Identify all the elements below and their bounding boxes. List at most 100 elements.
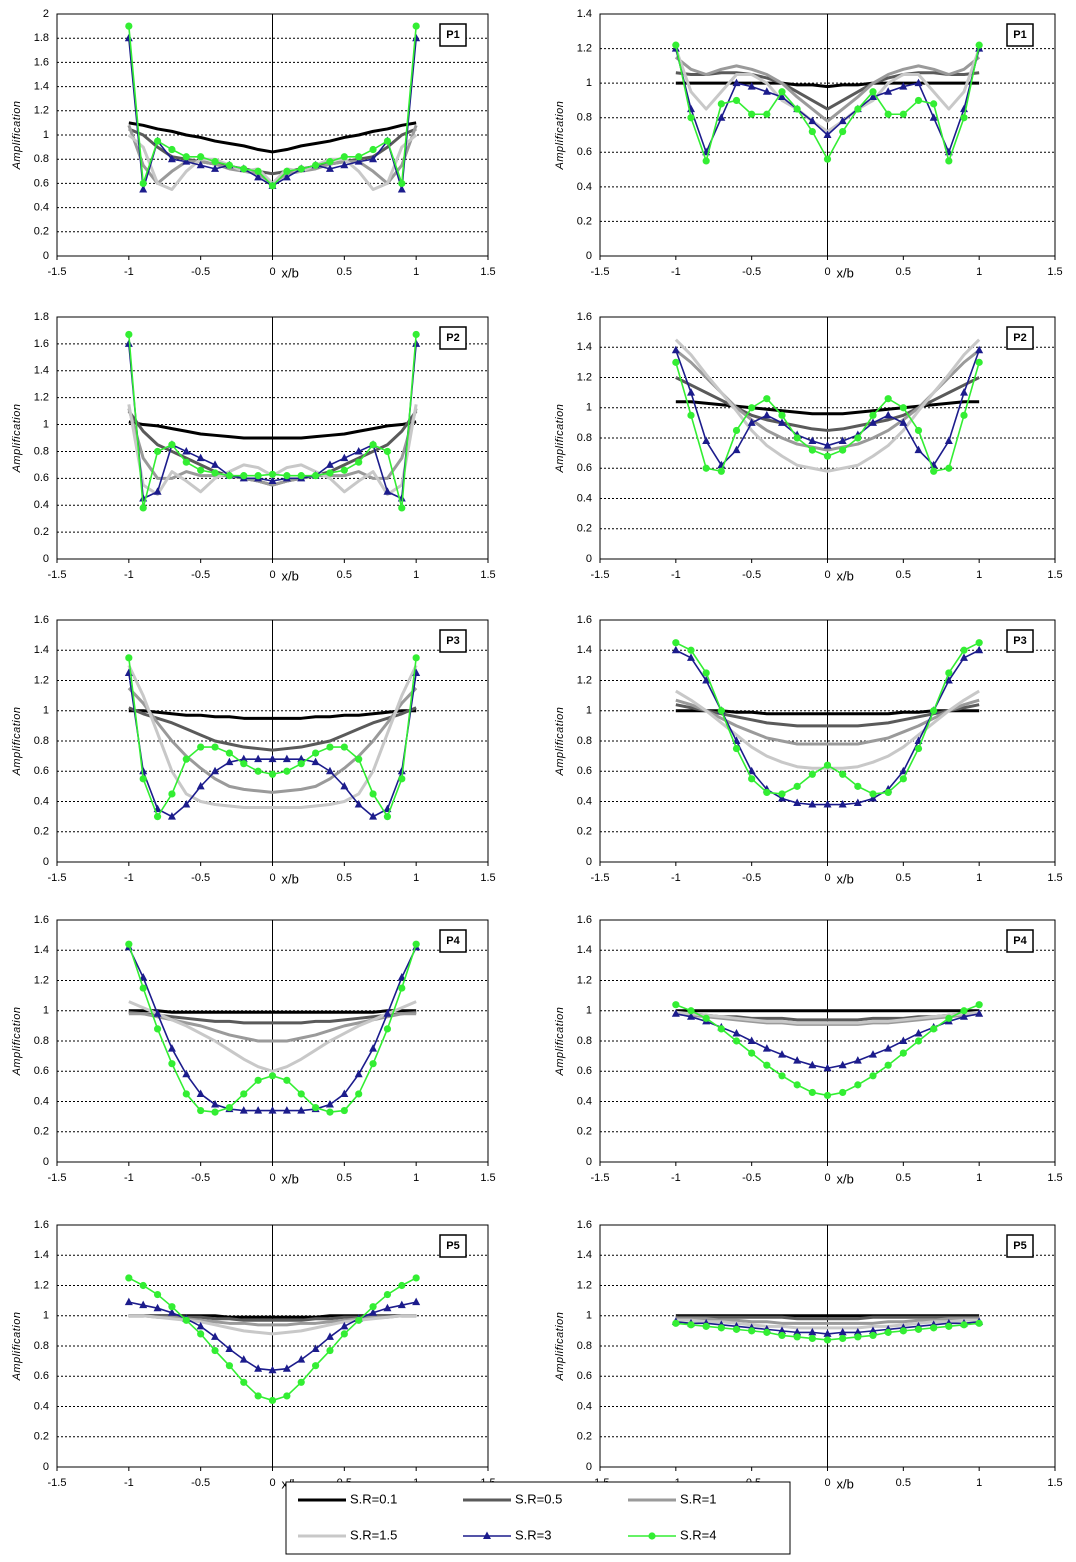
x-tick-label: -0.5: [742, 266, 761, 278]
panel-label-box: [439, 326, 467, 350]
marker-triangle: [325, 460, 334, 468]
y-tick-label: 1: [43, 418, 49, 430]
marker-triangle: [823, 1329, 832, 1337]
y-tick-label: 0.6: [34, 765, 49, 777]
marker-triangle: [778, 92, 786, 100]
frame: [56, 619, 489, 863]
marker-circle: [702, 669, 710, 677]
series-line: [127, 687, 418, 794]
y-tick-label: 0.4: [34, 202, 49, 214]
marker-triangle: [778, 1326, 786, 1334]
marker-triangle: [778, 793, 786, 802]
marker-triangle: [325, 164, 334, 172]
y-tick-label: 1.6: [577, 614, 592, 626]
y-axis-label: Amplification: [11, 404, 23, 474]
marker-circle: [702, 157, 710, 165]
marker-triangle: [239, 754, 248, 763]
marker-triangle: [869, 1050, 877, 1058]
y-tick-label: 1.6: [577, 1219, 592, 1231]
marker-circle: [930, 1025, 938, 1033]
y-tick-label: 0.2: [34, 226, 49, 238]
marker-circle: [312, 1362, 320, 1370]
marker-circle: [869, 1331, 877, 1340]
marker-circle: [340, 1330, 348, 1338]
marker-triangle: [254, 172, 263, 181]
x-tick-label: 1.5: [480, 1172, 495, 1184]
marker-circle: [884, 110, 892, 118]
panel: 00.20.40.60.811.21.41.6-1.5-1-0.500.511.…: [554, 1219, 1063, 1492]
marker-circle: [793, 434, 801, 442]
marker-circle: [240, 1090, 248, 1098]
y-tick-label: 0.8: [577, 1035, 592, 1047]
panel-label-box: [1006, 23, 1034, 47]
marker-circle: [312, 1103, 320, 1112]
x-tick-label: -1.5: [48, 569, 67, 581]
panel: 0 0.2 0.4 0.6 0.8 1 1.2 1.4 -1.5 -1 -0.5 0 0.5 1 1.5 x/…: [554, 8, 1063, 281]
marker-triangle: [884, 1044, 893, 1052]
x-tick-label: -1.5: [48, 872, 67, 884]
marker-triangle: [167, 1044, 176, 1052]
marker-circle: [197, 1330, 205, 1338]
x-tick-label: 1.5: [1047, 872, 1062, 884]
marker-circle: [945, 1014, 953, 1022]
marker-triangle: [914, 1028, 923, 1037]
marker-triangle: [869, 1326, 877, 1334]
marker-circle: [182, 1316, 190, 1324]
y-tick-label: 0.6: [34, 177, 49, 189]
x-tick-label: -1.5: [48, 266, 67, 278]
marker-triangle: [282, 754, 291, 763]
marker-circle: [930, 707, 938, 715]
marker-circle: [398, 1281, 406, 1290]
marker-triangle: [282, 172, 291, 181]
legend-label: S.R=0.1: [350, 1491, 397, 1506]
marker-triangle: [211, 164, 220, 172]
y-tick-label: 1.4: [34, 365, 49, 377]
marker-circle: [153, 137, 162, 145]
frame: [56, 1224, 489, 1468]
marker-circle: [702, 464, 710, 472]
marker-circle: [297, 1378, 305, 1386]
marker-circle: [211, 1346, 219, 1355]
marker-circle: [197, 466, 205, 474]
marker-triangle: [778, 418, 786, 426]
y-tick-label: 0.4: [577, 181, 592, 193]
marker-triangle: [182, 157, 191, 165]
marker-circle: [672, 639, 680, 647]
x-tick-label: 1.5: [1047, 266, 1062, 278]
marker-triangle: [354, 1069, 363, 1078]
marker-triangle: [944, 676, 953, 684]
y-tick-label: 1: [43, 1310, 49, 1322]
y-tick-label: 0: [586, 1156, 592, 1168]
x-tick-label: 0.5: [896, 1477, 911, 1489]
marker-circle: [778, 88, 786, 96]
x-tick-label: 0: [269, 569, 275, 581]
panel-label-box: [1006, 1234, 1034, 1258]
marker-circle: [945, 1322, 953, 1330]
y-axis-label: Amplification: [11, 101, 23, 171]
marker-circle: [945, 464, 953, 472]
marker-triangle: [793, 1056, 802, 1064]
marker-triangle: [268, 1106, 277, 1114]
x-tick-label: -1: [124, 569, 134, 581]
marker-triangle: [397, 1300, 406, 1309]
series-line: [127, 664, 418, 810]
panel-label-box: [439, 1234, 467, 1258]
marker-triangle: [325, 1332, 334, 1340]
series-line: [128, 121, 417, 154]
marker-triangle: [153, 487, 162, 495]
marker-circle: [153, 1025, 162, 1033]
y-tick-label: 1.4: [577, 341, 592, 353]
series-line: [675, 1315, 980, 1321]
marker-circle: [960, 1321, 968, 1329]
y-tick-label: 0.6: [577, 1370, 592, 1382]
series-line: [128, 1314, 417, 1336]
y-tick-label: 0.4: [34, 795, 49, 807]
y-tick-label: 1.6: [577, 311, 592, 323]
y-tick-label: 1.8: [34, 32, 49, 44]
series-line: [128, 1009, 417, 1014]
panel-label: P4: [1013, 935, 1027, 947]
marker-circle: [914, 1325, 923, 1333]
series-line: [675, 1318, 980, 1330]
